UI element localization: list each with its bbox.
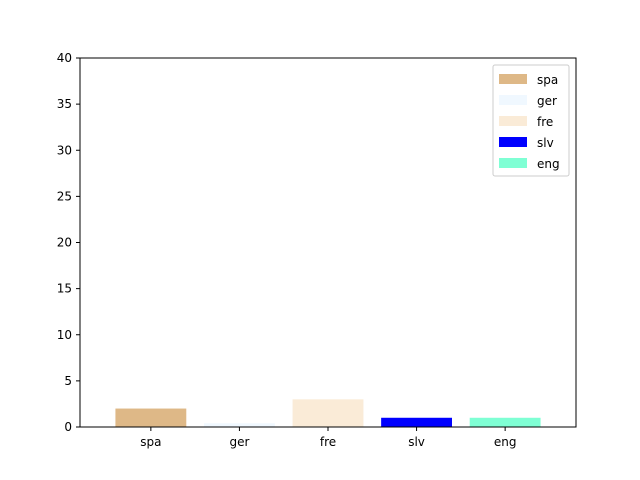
y-tick-label: 5 xyxy=(64,374,72,388)
bar-spa xyxy=(115,408,187,427)
legend-swatch-fre xyxy=(499,116,527,126)
legend-swatch-slv xyxy=(499,137,527,147)
bar-ger xyxy=(204,423,275,427)
x-tick-label: eng xyxy=(494,435,517,449)
y-tick-label: 15 xyxy=(57,282,72,296)
y-tick-label: 30 xyxy=(57,143,72,157)
legend-label: eng xyxy=(537,157,560,171)
bar-eng xyxy=(469,417,541,427)
legend-label: fre xyxy=(537,115,553,129)
y-tick-label: 40 xyxy=(57,51,72,65)
x-axis-ticks: spa ger fre slv eng xyxy=(140,427,516,449)
legend: spa ger fre slv eng xyxy=(492,64,570,177)
x-tick-label: spa xyxy=(140,435,161,449)
bar-slv xyxy=(381,417,452,427)
legend-box xyxy=(492,64,570,177)
legend-swatch-spa xyxy=(499,74,527,84)
legend-swatch-ger xyxy=(499,95,527,105)
y-tick-label: 35 xyxy=(57,97,72,111)
legend-label: ger xyxy=(537,94,557,108)
legend-label: spa xyxy=(537,73,558,87)
y-tick-label: 0 xyxy=(64,420,72,434)
y-tick-label: 25 xyxy=(57,189,72,203)
bar-fre xyxy=(292,399,364,427)
plot-frame xyxy=(79,57,577,428)
legend-swatch-eng xyxy=(499,158,527,168)
y-tick-label: 20 xyxy=(57,236,72,250)
x-tick-label: slv xyxy=(408,435,425,449)
legend-label: slv xyxy=(537,136,554,150)
x-tick-label: fre xyxy=(320,435,336,449)
bars-group xyxy=(115,399,541,427)
y-axis-ticks: 0 5 10 15 20 25 30 35 40 xyxy=(57,51,80,434)
x-tick-label: ger xyxy=(229,435,249,449)
y-tick-label: 10 xyxy=(57,328,72,342)
